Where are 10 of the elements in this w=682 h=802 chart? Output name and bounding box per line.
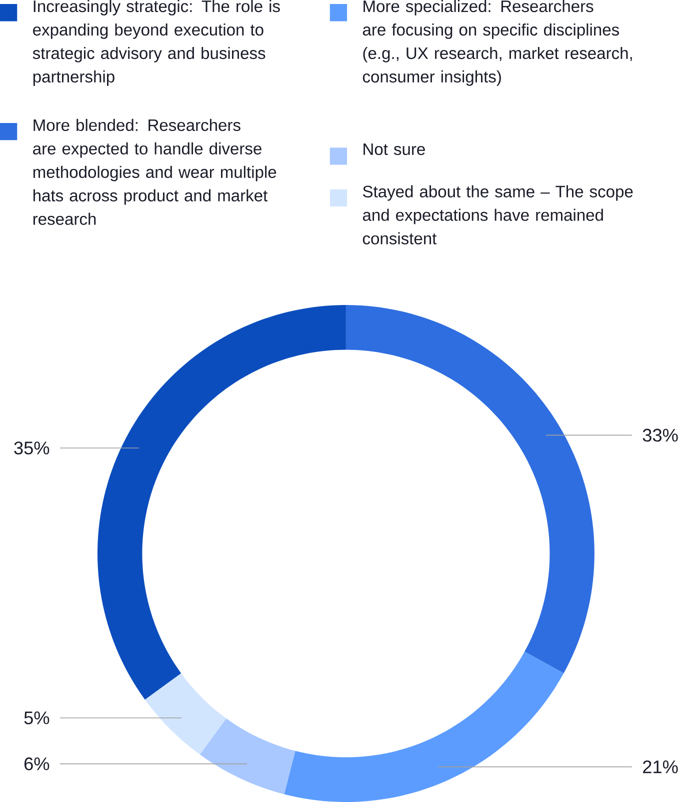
data-label: 35% [14,442,50,454]
legend-label: More specialized: Researchers are focusing on specific disciplines (e.g., UX research, market research, consumer insights) [362,0,632,86]
legend-label: Increasingly strategic: The role is expanding beyond execution to strategic advisory and business partnership [32,0,280,86]
data-label: 33% [642,428,678,442]
legend-label: Stayed about the same – The scope and expectations have remained consistent [362,185,633,244]
legend-label: Not sure [364,144,425,156]
data-label: 6% [24,757,50,770]
data-label: 5% [24,711,50,724]
legend-label: More blended: Researchers are expected to handle diverse methodologies and wear multiple hats across product and market research [33,118,276,225]
data-label: 21% [643,760,678,774]
